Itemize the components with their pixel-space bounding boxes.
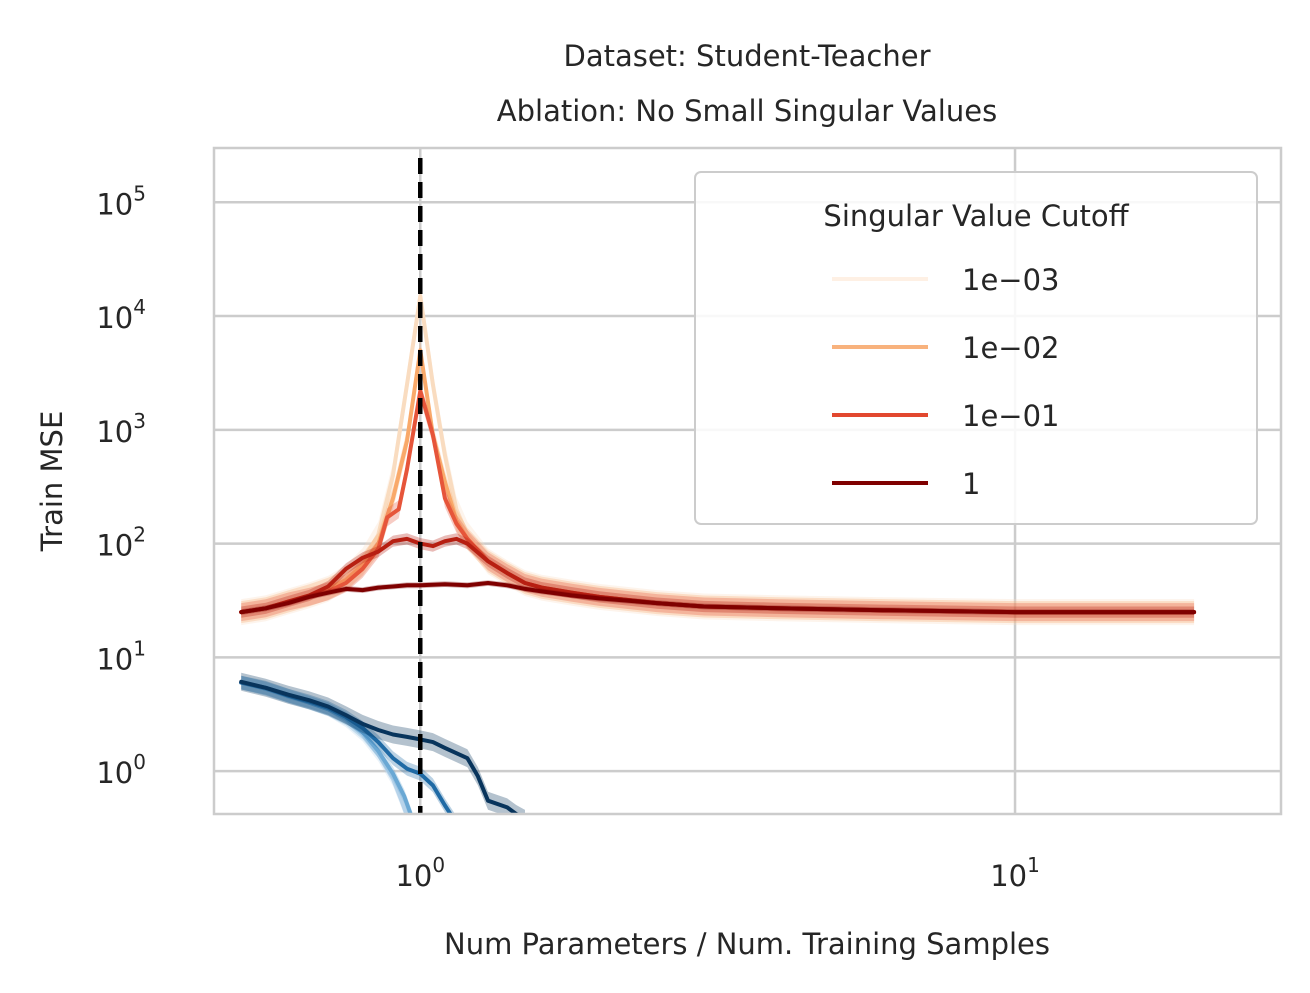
train-series-band-2: [241, 675, 456, 814]
legend-entries: 1e−03 1e−02 1e−01 1: [832, 263, 1060, 501]
y-tick-base-4: 10: [96, 301, 133, 335]
x-tick-exp-1: 1: [1027, 853, 1040, 877]
y-tick-exp-0: 0: [133, 750, 146, 774]
y-tick-label-0: 100: [96, 750, 146, 790]
legend-label-2: 1e−01: [962, 399, 1060, 433]
y-tick-label-5: 105: [96, 181, 146, 221]
train-series-line-2: [239, 680, 453, 814]
y-tick-label-2: 102: [96, 523, 146, 563]
y-tick-label-3: 103: [96, 409, 146, 449]
x-tick-base-1: 10: [990, 859, 1027, 893]
y-tick-label-1: 101: [96, 636, 146, 676]
legend-label-1: 1e−02: [962, 331, 1060, 365]
plot-area: [239, 158, 1197, 814]
x-tick-base-0: 10: [395, 859, 432, 893]
legend: Singular Value Cutoff 1e−03 1e−02 1e−01 1: [694, 171, 1258, 525]
plot-frame: [212, 146, 1283, 816]
y-tick-exp-4: 4: [133, 295, 146, 319]
train-series-line-3: [239, 679, 521, 814]
y-tick-base-3: 10: [96, 415, 133, 449]
test-series-line-4: [239, 581, 1197, 615]
y-tick-label-4: 104: [96, 295, 146, 335]
legend-title: Singular Value Cutoff: [823, 199, 1129, 233]
x-tick-label-1: 101: [990, 853, 1040, 893]
x-tick-label-0: 100: [395, 853, 445, 893]
x-axis-label: Num Parameters / Num. Training Samples: [444, 927, 1050, 961]
x-tick-exp-0: 0: [432, 853, 445, 877]
train-series-group-3: [239, 672, 525, 814]
train-series-band-3: [241, 672, 525, 814]
y-tick-base-0: 10: [96, 756, 133, 790]
legend-label-0: 1e−03: [962, 263, 1060, 297]
y-tick-exp-3: 3: [133, 409, 146, 433]
y-tick-exp-2: 2: [133, 523, 146, 547]
y-tick-exp-1: 1: [133, 636, 146, 660]
y-tick-exp-5: 5: [133, 181, 146, 205]
legend-label-3: 1: [962, 467, 980, 501]
y-axis-label: Train MSE: [35, 411, 69, 553]
y-tick-base-5: 10: [96, 187, 133, 221]
y-tick-base-1: 10: [96, 642, 133, 676]
x-axis-ticks: 100 101: [395, 853, 1039, 893]
legend-box: [694, 171, 1258, 525]
test-series-band-0: [241, 283, 1195, 626]
chart-title-line-1: Dataset: Student-Teacher: [563, 39, 930, 73]
y-tick-base-2: 10: [96, 529, 133, 563]
chart-title-line-2: Ablation: No Small Singular Values: [497, 94, 997, 128]
test-series-group-4: [239, 580, 1197, 615]
